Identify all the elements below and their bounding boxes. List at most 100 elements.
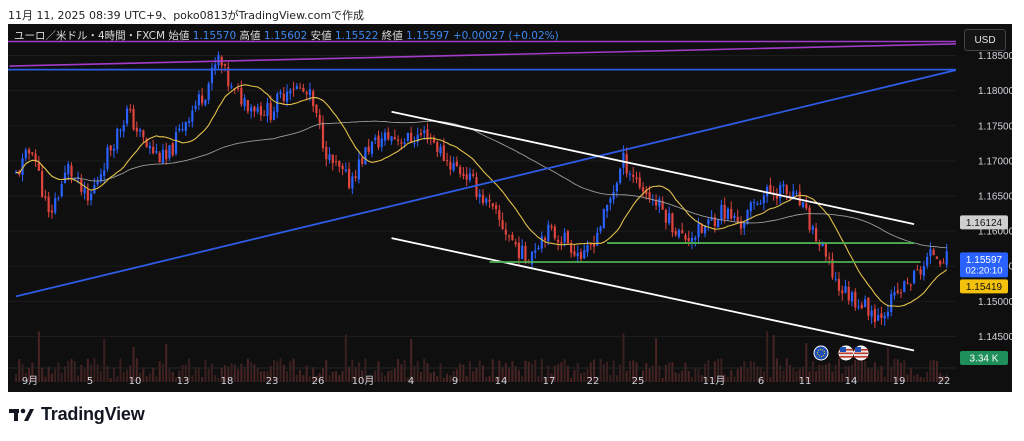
candle-body [733, 215, 736, 219]
eu-flag-icon[interactable] [813, 345, 829, 361]
candle-body [612, 191, 615, 200]
chart-area[interactable]: 1.18500 1.18000 1.17500 1.17000 1.16500 1.160… [8, 24, 1012, 392]
volume-bar [886, 347, 889, 382]
volume-bar [152, 367, 155, 382]
candle-body [165, 149, 168, 160]
volume-bar [720, 358, 723, 382]
channel-lower-line[interactable] [391, 237, 915, 352]
volume-bar [792, 367, 795, 382]
candle-body [445, 160, 449, 162]
candle-body [158, 152, 161, 163]
volume-bar [403, 360, 406, 382]
candle-body [615, 182, 618, 192]
volume-bar [890, 366, 893, 382]
candle-body [759, 203, 762, 205]
volume-bar [860, 358, 863, 382]
candle-body [129, 108, 132, 111]
purple-trendline[interactable] [9, 42, 996, 67]
candle-body [553, 226, 556, 239]
volume-bar [534, 360, 537, 382]
candle-body [605, 204, 609, 212]
chart-caption: 11月 11, 2025 08:39 UTC+9、poko0813がTradin… [8, 9, 365, 22]
candle-body [44, 196, 47, 198]
volume-bar [21, 363, 24, 382]
candle-body [863, 299, 867, 307]
blue-rising-trendline[interactable] [15, 59, 996, 298]
volume-bar [785, 358, 788, 382]
candle-body [462, 173, 465, 176]
brand[interactable]: TradingView [9, 404, 145, 425]
candle-body [73, 178, 76, 180]
candle-body [191, 110, 194, 122]
currency-button[interactable]: USD [964, 29, 1006, 51]
channel-upper-line[interactable] [391, 110, 915, 225]
candle-body [436, 142, 439, 152]
volume-bar [292, 358, 295, 382]
volume-bar [374, 370, 377, 382]
candlestick-chart[interactable]: 1.18500 1.18000 1.17500 1.17000 1.16500 1.160… [8, 24, 1012, 392]
candle-body [723, 205, 726, 219]
volume-bar [854, 359, 857, 382]
y-tick-label: 1.18000 [978, 86, 1012, 97]
volume-bar [233, 364, 236, 382]
volume-bar [504, 362, 507, 382]
candle-body [880, 313, 883, 319]
volume-bar [122, 372, 125, 382]
slow-moving-average [15, 120, 947, 249]
candle-body [566, 231, 570, 244]
volume-bar [240, 363, 243, 382]
volume-bar [883, 376, 886, 382]
candle-body [736, 216, 739, 223]
candle-body [488, 199, 491, 202]
volume-bar [635, 362, 638, 382]
candle-body [380, 138, 383, 147]
volume-bar [207, 369, 210, 382]
candle-body [341, 165, 344, 170]
candle-body [694, 237, 697, 240]
us-flag-icon[interactable] [853, 345, 869, 361]
volume-bar [713, 361, 716, 382]
candle-body [717, 220, 720, 228]
x-tick-label: 5 [87, 376, 93, 387]
volume-bar [295, 374, 298, 382]
volume-bar [18, 359, 21, 382]
volume-bar [335, 371, 338, 382]
candle-body [801, 201, 805, 208]
x-tick-label: 23 [266, 376, 279, 387]
volume-bar [338, 375, 341, 382]
tradingview-logo-icon [9, 408, 34, 421]
candle-body [109, 145, 112, 151]
candle-body [700, 224, 703, 233]
candle-body [152, 147, 155, 154]
volume-bar [544, 377, 547, 382]
candle-body [54, 198, 57, 213]
volume-bar [63, 366, 66, 382]
candle-body [638, 177, 641, 188]
volume-bar [661, 377, 664, 382]
candle-body [256, 107, 259, 112]
candle-body [511, 234, 514, 241]
volume-bar [263, 370, 266, 382]
candle-body [439, 146, 442, 154]
volume-bar [243, 366, 246, 382]
volume-bar [181, 364, 184, 382]
candle-body [243, 97, 246, 107]
candle-body [886, 311, 890, 317]
volume-bar [746, 367, 749, 382]
candle-body [798, 191, 801, 205]
volume-bar [142, 368, 145, 382]
volume-bar [315, 375, 318, 382]
candle-body [824, 243, 828, 257]
volume-bar [485, 376, 488, 382]
volume-bar [704, 363, 707, 382]
volume-bar [155, 376, 158, 382]
symbol-label[interactable]: ユーロ／米ドル・4時間・FXCM [14, 30, 166, 42]
candle-body [334, 161, 338, 163]
volume-bar [129, 365, 132, 382]
price-axis[interactable] [956, 24, 1012, 392]
candle-body [517, 242, 521, 259]
candle-body [465, 174, 468, 180]
volume-bar [566, 365, 569, 382]
us-flag-icon[interactable] [838, 345, 854, 361]
candle-body [847, 286, 850, 301]
